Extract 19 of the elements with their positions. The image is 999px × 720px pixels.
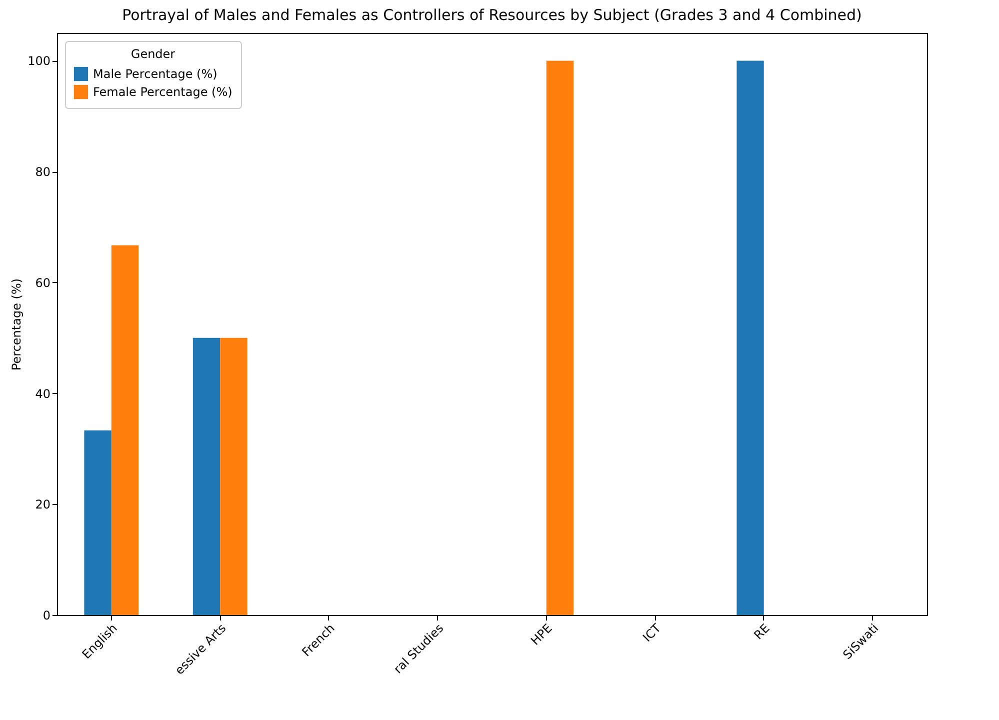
bar [84,430,112,615]
bar [220,338,248,615]
y-tick-label: 40 [35,386,50,401]
y-tick-label: 100 [28,54,50,68]
chart-title: Portrayal of Males and Females as Controllers of Resources by Subject (Grades 3 and 4 Combined) [122,6,862,24]
y-tick-label: 20 [35,498,50,512]
y-tick-label: 80 [35,165,50,180]
y-tick-label: 60 [35,276,50,290]
y-axis-title: Percentage (%) [10,278,24,371]
x-tick-label: RE [751,621,772,642]
legend-title: Gender [130,47,176,61]
legend-label: Male Percentage (%) [93,67,218,81]
legend-label: Female Percentage (%) [93,85,232,99]
bar [736,60,764,615]
bar [546,60,574,615]
bar [111,245,139,615]
y-tick-label: 0 [42,608,50,622]
x-tick-label: ICT [640,620,664,645]
bar [192,338,220,615]
